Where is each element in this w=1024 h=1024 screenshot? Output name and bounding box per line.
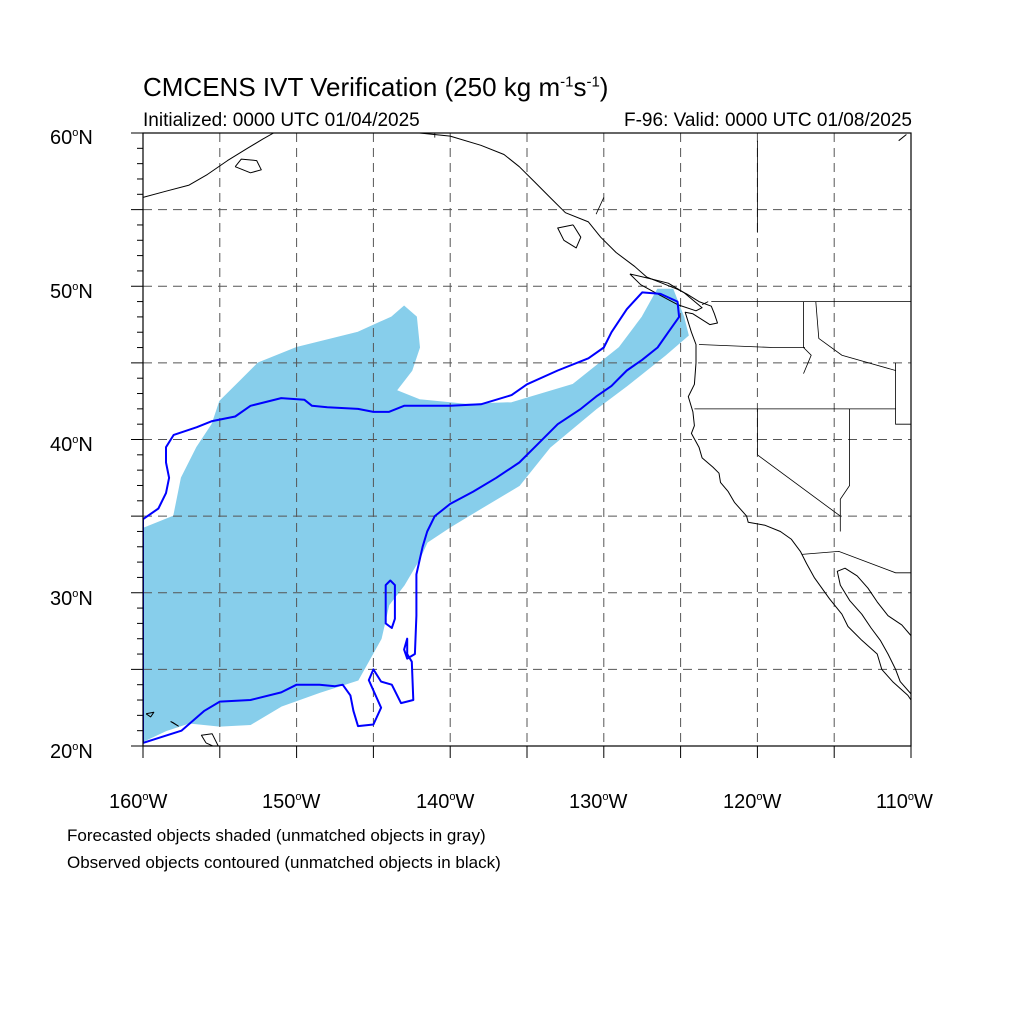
lon-label-value: 110 bbox=[876, 791, 908, 813]
coastline bbox=[170, 721, 179, 727]
lon-label-value: 150 bbox=[262, 791, 296, 813]
initialized-time: Initialized: 0000 UTC 01/04/2025 bbox=[143, 110, 420, 131]
lon-label-110w: 110oW bbox=[876, 787, 933, 812]
political-border bbox=[815, 301, 896, 371]
lon-label-value: 120 bbox=[723, 791, 757, 813]
title-text: CMCENS IVT Verification (250 kg m bbox=[143, 72, 561, 102]
coastline bbox=[557, 224, 582, 249]
lat-label-value: 50 bbox=[50, 281, 73, 303]
forecast-objects-layer bbox=[143, 288, 689, 742]
map-content bbox=[143, 133, 911, 746]
political-border bbox=[757, 408, 841, 532]
lon-label-value: 140 bbox=[416, 791, 450, 813]
political-border bbox=[839, 408, 850, 517]
lon-label-140w: 140oW bbox=[416, 787, 474, 812]
political-border bbox=[895, 362, 911, 425]
observed-objects-layer bbox=[143, 291, 681, 744]
hemisphere-letter: W bbox=[148, 791, 168, 813]
lat-label-value: 60 bbox=[50, 127, 73, 149]
lon-label-value: 160 bbox=[109, 791, 143, 813]
political-border bbox=[803, 301, 812, 374]
degree-mark: o bbox=[756, 791, 763, 803]
degree-mark: o bbox=[142, 791, 149, 803]
hemisphere-letter: W bbox=[455, 791, 475, 813]
lat-label-30n: 30oN bbox=[50, 584, 93, 609]
hemisphere-letter: W bbox=[301, 791, 321, 813]
degree-mark: o bbox=[72, 281, 79, 293]
lon-label-150w: 150oW bbox=[262, 787, 320, 812]
forecast-ivt-object bbox=[143, 288, 689, 742]
coastline bbox=[145, 711, 155, 718]
hemisphere-letter: N bbox=[78, 127, 93, 149]
degree-mark: o bbox=[72, 127, 79, 139]
lat-label-50n: 50oN bbox=[50, 277, 93, 302]
degree-mark: o bbox=[72, 588, 79, 600]
coastline bbox=[419, 133, 911, 701]
degree-mark: o bbox=[602, 791, 609, 803]
lon-label-160w: 160oW bbox=[109, 787, 167, 812]
coastline bbox=[234, 158, 262, 174]
observed-ivt-contour bbox=[384, 579, 396, 629]
lon-label-120w: 120oW bbox=[723, 787, 781, 812]
title-unit-s: s bbox=[573, 72, 587, 102]
axis-ticks bbox=[131, 132, 912, 758]
title-exponent-2: -1 bbox=[586, 73, 600, 91]
coastline bbox=[836, 567, 911, 695]
observed-ivt-contour bbox=[143, 291, 681, 744]
lon-label-value: 130 bbox=[569, 791, 603, 813]
political-border bbox=[701, 301, 709, 305]
observed-legend-note: Observed objects contoured (unmatched ob… bbox=[67, 853, 501, 872]
lat-label-60n: 60oN bbox=[50, 123, 93, 148]
degree-mark: o bbox=[72, 434, 79, 446]
political-border bbox=[698, 344, 805, 348]
coastline bbox=[200, 733, 219, 746]
lat-label-40n: 40oN bbox=[50, 430, 93, 455]
degree-mark: o bbox=[449, 791, 456, 803]
political-border bbox=[801, 550, 911, 574]
lon-label-130w: 130oW bbox=[569, 787, 627, 812]
title-exponent-1: -1 bbox=[560, 73, 574, 91]
hemisphere-letter: N bbox=[78, 741, 93, 763]
hemisphere-letter: N bbox=[78, 588, 93, 610]
political-borders-layer bbox=[434, 133, 911, 574]
lat-label-value: 20 bbox=[50, 741, 73, 763]
forecast-legend-note: Forecasted objects shaded (unmatched obj… bbox=[67, 826, 486, 845]
degree-mark: o bbox=[295, 791, 302, 803]
coastline bbox=[898, 134, 907, 142]
hemisphere-letter: W bbox=[762, 791, 782, 813]
degree-mark: o bbox=[907, 791, 915, 803]
title-suffix: ) bbox=[599, 72, 609, 102]
chart-title: CMCENS IVT Verification (250 kg m-1s-1) bbox=[143, 72, 608, 103]
valid-time: F-96: Valid: 0000 UTC 01/08/2025 bbox=[624, 110, 912, 131]
hemisphere-letter: W bbox=[608, 791, 628, 813]
map-frame bbox=[142, 132, 912, 747]
coastline bbox=[629, 273, 703, 312]
hemisphere-letter: N bbox=[78, 434, 93, 456]
lat-label-value: 40 bbox=[50, 434, 73, 456]
coastline bbox=[143, 133, 274, 198]
coastlines-layer bbox=[143, 133, 911, 746]
graticule bbox=[143, 133, 911, 746]
lat-label-value: 30 bbox=[50, 588, 73, 610]
hemisphere-letter: W bbox=[914, 791, 933, 813]
political-border bbox=[595, 197, 605, 215]
degree-mark: o bbox=[72, 741, 79, 753]
hemisphere-letter: N bbox=[78, 281, 93, 303]
lat-label-20n: 20oN bbox=[50, 737, 93, 762]
